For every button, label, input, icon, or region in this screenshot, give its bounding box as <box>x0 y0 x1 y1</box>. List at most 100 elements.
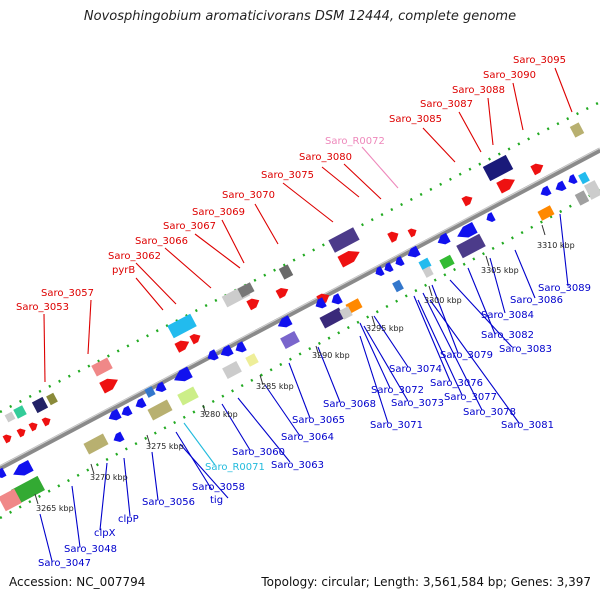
gene-arrow[interactable] <box>275 285 291 299</box>
rna-label[interactable]: Saro_R0072 <box>325 136 385 147</box>
gene-arrow[interactable] <box>189 332 202 345</box>
gene-arrow[interactable] <box>454 222 478 242</box>
gene-label[interactable]: Saro_3079 <box>440 350 493 361</box>
gene-label[interactable]: Saro_3083 <box>499 344 552 355</box>
gene-block[interactable] <box>31 396 49 414</box>
gene-block[interactable] <box>319 307 345 329</box>
gene-label[interactable]: Saro_3068 <box>323 399 376 410</box>
gene-label[interactable]: Saro_3063 <box>271 460 324 471</box>
gene-block[interactable] <box>482 154 514 182</box>
gene-block[interactable] <box>537 205 555 221</box>
gene-block[interactable] <box>177 386 199 406</box>
gene-label[interactable]: Saro_3078 <box>463 407 516 418</box>
gene-label[interactable]: Saro_3077 <box>444 392 497 403</box>
gene-arrow[interactable] <box>0 467 7 481</box>
gene-arrow[interactable] <box>16 427 28 438</box>
gene-label[interactable]: Saro_3064 <box>281 432 334 443</box>
gene-label[interactable]: Saro_3089 <box>538 283 591 294</box>
gene-block[interactable] <box>578 171 590 185</box>
gene-label[interactable]: Saro_3090 <box>483 70 536 81</box>
gene-arrow[interactable] <box>10 460 34 480</box>
gene-block[interactable] <box>574 190 590 206</box>
gene-arrow[interactable] <box>538 185 552 199</box>
gene-block[interactable] <box>4 411 16 423</box>
gene-label[interactable]: Saro_3086 <box>510 295 563 306</box>
gene-block[interactable] <box>245 353 259 367</box>
gene-label[interactable]: Saro_3072 <box>371 385 424 396</box>
gene-label[interactable]: pyrB <box>112 265 135 276</box>
gene-label[interactable]: Saro_3069 <box>192 207 245 218</box>
gene-arrow[interactable] <box>387 229 401 243</box>
gene-arrow[interactable] <box>373 266 385 278</box>
gene-block[interactable] <box>583 180 600 200</box>
gene-arrow[interactable] <box>106 408 122 423</box>
gene-label[interactable]: Saro_3047 <box>38 558 91 569</box>
gene-label[interactable]: Saro_3057 <box>41 288 94 299</box>
gene-label[interactable]: clpP <box>118 514 139 525</box>
gene-arrow[interactable] <box>435 232 451 247</box>
gene-label[interactable]: Saro_3087 <box>420 99 473 110</box>
gene-arrow[interactable] <box>2 433 14 444</box>
gene-arrow[interactable] <box>337 247 362 268</box>
gene-block[interactable] <box>569 122 585 138</box>
gene-arrow[interactable] <box>246 296 261 311</box>
gene-block[interactable] <box>91 357 113 377</box>
gene-label[interactable]: Saro_3062 <box>108 251 161 262</box>
gene-label[interactable]: tig <box>210 495 223 506</box>
gene-label[interactable]: Saro_3066 <box>135 236 188 247</box>
gene-block[interactable] <box>439 254 455 270</box>
gene-arrow[interactable] <box>313 297 327 311</box>
gene-label[interactable]: Saro_3088 <box>452 85 505 96</box>
gene-label[interactable]: Saro_3075 <box>261 170 314 181</box>
gene-label[interactable]: Saro_3058 <box>192 482 245 493</box>
gene-block[interactable] <box>339 306 353 320</box>
gene-arrow[interactable] <box>461 194 474 207</box>
gene-block[interactable] <box>13 405 27 419</box>
gene-arrow[interactable] <box>119 405 133 419</box>
gene-arrow[interactable] <box>41 416 53 427</box>
gene-label[interactable]: Saro_3067 <box>163 221 216 232</box>
gene-block[interactable] <box>46 392 58 406</box>
gene-block[interactable] <box>144 386 156 398</box>
gene-label[interactable]: Saro_3084 <box>481 310 534 321</box>
gene-label[interactable]: Saro_3053 <box>16 302 69 313</box>
gene-arrow[interactable] <box>407 227 419 238</box>
gene-arrow[interactable] <box>133 397 147 411</box>
gene-block[interactable] <box>456 233 486 259</box>
rna-label[interactable]: Saro_R0071 <box>205 462 265 473</box>
gene-arrow[interactable] <box>393 256 405 268</box>
gene-block[interactable] <box>278 264 294 280</box>
gene-label[interactable]: Saro_3073 <box>391 398 444 409</box>
gene-label[interactable]: Saro_3080 <box>299 152 352 163</box>
gene-arrow[interactable] <box>233 341 247 355</box>
gene-arrow[interactable] <box>566 174 578 186</box>
gene-arrow[interactable] <box>530 161 545 176</box>
gene-block[interactable] <box>422 266 434 278</box>
gene-block[interactable] <box>328 227 360 253</box>
gene-label[interactable]: Saro_3076 <box>430 378 483 389</box>
gene-block[interactable] <box>0 488 22 512</box>
gene-arrow[interactable] <box>329 293 343 307</box>
gene-arrow[interactable] <box>275 315 293 330</box>
gene-arrow[interactable] <box>174 337 191 353</box>
gene-arrow[interactable] <box>28 421 40 432</box>
gene-label[interactable]: Saro_3065 <box>292 415 345 426</box>
gene-arrow[interactable] <box>111 431 125 445</box>
gene-block[interactable] <box>392 279 404 293</box>
gene-label[interactable]: clpX <box>94 528 116 539</box>
gene-arrow[interactable] <box>405 245 421 260</box>
gene-arrow[interactable] <box>496 174 518 194</box>
gene-label[interactable]: Saro_3071 <box>370 420 423 431</box>
gene-arrow[interactable] <box>553 180 567 194</box>
gene-arrow[interactable] <box>218 344 234 359</box>
gene-arrow[interactable] <box>484 212 496 224</box>
gene-arrow[interactable] <box>153 381 167 395</box>
gene-label[interactable]: Saro_3074 <box>389 364 442 375</box>
gene-label[interactable]: Saro_3081 <box>501 420 554 431</box>
gene-block[interactable] <box>237 282 255 298</box>
gene-block[interactable] <box>167 313 197 339</box>
gene-label[interactable]: Saro_3060 <box>232 447 285 458</box>
gene-arrow[interactable] <box>205 349 219 363</box>
gene-block[interactable] <box>83 433 109 455</box>
gene-block[interactable] <box>11 475 45 505</box>
